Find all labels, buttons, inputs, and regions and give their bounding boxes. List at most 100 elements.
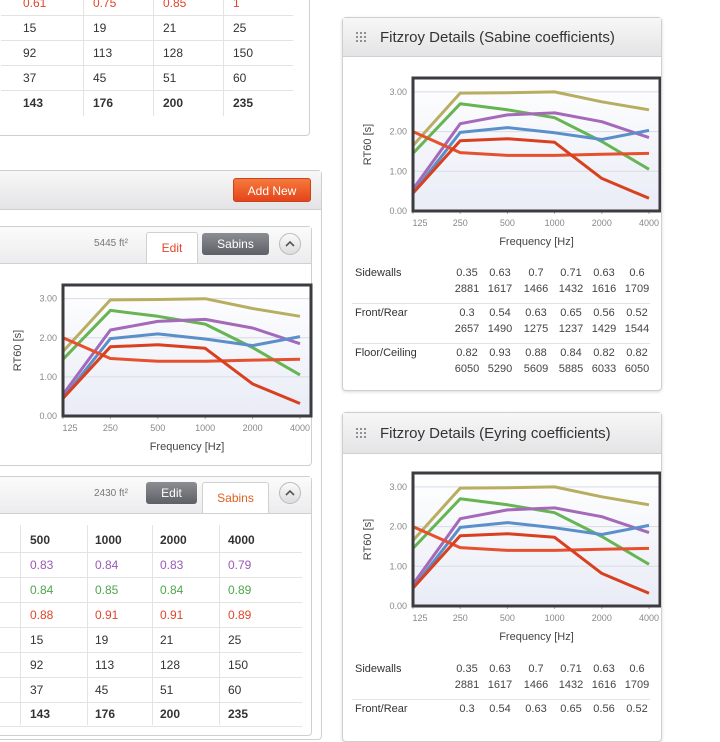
edit-button[interactable]: Edit	[146, 482, 197, 504]
table-cell: 0.83	[30, 558, 54, 572]
table-cell: 92	[30, 657, 44, 672]
table-cell: 92	[23, 46, 37, 60]
coefficient: 0.63	[525, 703, 547, 715]
table-header: 500	[30, 533, 51, 547]
y-axis-label: RT60 [s]	[362, 124, 374, 165]
details-header: Fitzroy Details (Eyring coefficients)	[343, 413, 661, 454]
row-divider	[0, 701, 302, 703]
edit-tab[interactable]: Edit	[146, 232, 198, 263]
row-divider	[1, 90, 293, 91]
coefficient: 0.63	[593, 267, 615, 279]
coefficient: 0.63	[593, 663, 615, 675]
x-tick-label: 250	[103, 423, 118, 433]
coefficient: 0.88	[525, 347, 547, 359]
coefficient: 0.35	[456, 267, 478, 279]
collapse-button[interactable]	[279, 233, 301, 255]
series-line	[61, 297, 301, 353]
coefficient: 0.56	[593, 703, 615, 715]
row-divider	[1, 65, 293, 66]
x-tick-label: 2000	[592, 218, 612, 228]
series-line	[411, 485, 650, 542]
coefficient: 0.63	[489, 267, 511, 279]
sabins-value: 1617	[487, 679, 513, 691]
x-tick-label: 4000	[639, 218, 659, 228]
sabins-value: 2657	[454, 323, 480, 335]
x-tick-label: 1000	[545, 218, 565, 228]
table-cell: 0.61	[23, 0, 47, 10]
table-cell: 37	[30, 682, 44, 697]
table-cell: 0.83	[160, 558, 184, 572]
sabins-button[interactable]: Sabins	[202, 233, 269, 255]
coefficient: 0.63	[525, 307, 547, 319]
col-divider	[152, 525, 153, 725]
y-tick-label: 1.00	[39, 372, 57, 382]
table-cell: 176	[95, 707, 116, 722]
collapse-button[interactable]	[279, 482, 301, 504]
room-area: 2430 ft²	[94, 488, 128, 499]
row-label: Front/Rear	[355, 307, 408, 319]
coefficient: 0.71	[560, 267, 582, 279]
table-cell: 0.91	[160, 607, 184, 622]
sabins-value: 1616	[591, 679, 617, 691]
table-cell: 0.85	[95, 582, 119, 597]
sabins-value: 1432	[558, 679, 584, 691]
y-axis-label: RT60 [s]	[362, 519, 374, 560]
table-cell: 0.89	[228, 582, 252, 597]
x-tick-label: 2000	[243, 423, 263, 433]
table-header: 2000	[160, 533, 187, 547]
rt60-chart: 0.00 1.00 2.00 3.00 125 250 500 1000 2000 4000 Fre…	[362, 76, 661, 248]
table-cell: 200	[160, 707, 181, 722]
row-divider	[0, 726, 302, 728]
table-cell: 51	[160, 682, 174, 697]
x-tick-label: 1000	[545, 613, 565, 623]
table-cell: 1	[233, 0, 240, 10]
coefficient: 0.54	[489, 703, 511, 715]
table-cell: 19	[93, 21, 107, 35]
chevron-icon	[285, 489, 295, 496]
coefficient: 0.6	[629, 267, 645, 279]
series-line	[411, 137, 650, 200]
table-cell: 143	[30, 707, 51, 722]
x-tick-label: 500	[500, 613, 515, 623]
col-divider	[153, 0, 154, 116]
sabins-value: 6033	[591, 363, 617, 375]
details-title: Fitzroy Details (Eyring coefficients)	[380, 425, 611, 442]
sabins-value: 5885	[558, 363, 584, 375]
x-tick-label: 4000	[290, 423, 310, 433]
row-divider	[0, 577, 302, 578]
table-cell: 200	[163, 96, 184, 110]
row-divider	[0, 676, 302, 678]
table-cell: 0.89	[228, 607, 252, 622]
y-tick-label: 0.00	[39, 411, 57, 421]
table-cell: 0.75	[93, 0, 117, 10]
sabins-value: 1466	[523, 283, 549, 295]
coefficient: 0.35	[456, 663, 478, 675]
table-cell: 37	[23, 71, 37, 85]
table-cell: 235	[228, 707, 249, 722]
x-tick-label: 1000	[195, 423, 215, 433]
x-tick-label: 500	[150, 423, 165, 433]
sabins-value: 1275	[523, 323, 549, 335]
coefficient: 0.7	[528, 663, 544, 675]
series-line	[61, 317, 301, 396]
table-header: 1000	[95, 533, 122, 547]
sabins-value: 1709	[624, 679, 650, 691]
y-tick-label: 3.00	[389, 482, 407, 492]
table-cell: 25	[228, 632, 242, 647]
sabins-value: 1709	[624, 283, 650, 295]
x-tick-label: 2000	[592, 613, 612, 623]
sabins-value: 5290	[487, 363, 513, 375]
coefficient: 0.82	[626, 347, 648, 359]
series-line	[411, 126, 650, 195]
y-tick-label: 1.00	[389, 166, 407, 176]
table-cell: 21	[160, 632, 174, 647]
sabins-tab[interactable]: Sabins	[202, 482, 269, 513]
add-new-button[interactable]: Add New	[233, 178, 311, 202]
table-cell: 45	[95, 682, 109, 697]
rt60-chart: 0.00 1.00 2.00 3.00 125 250 500 1000 2000 4000 Fre…	[362, 471, 661, 643]
x-tick-label: 125	[62, 423, 77, 433]
table-cell: 19	[95, 632, 109, 647]
series-line	[411, 521, 650, 590]
plot-frame	[411, 471, 661, 608]
coefficient: 0.63	[489, 663, 511, 675]
